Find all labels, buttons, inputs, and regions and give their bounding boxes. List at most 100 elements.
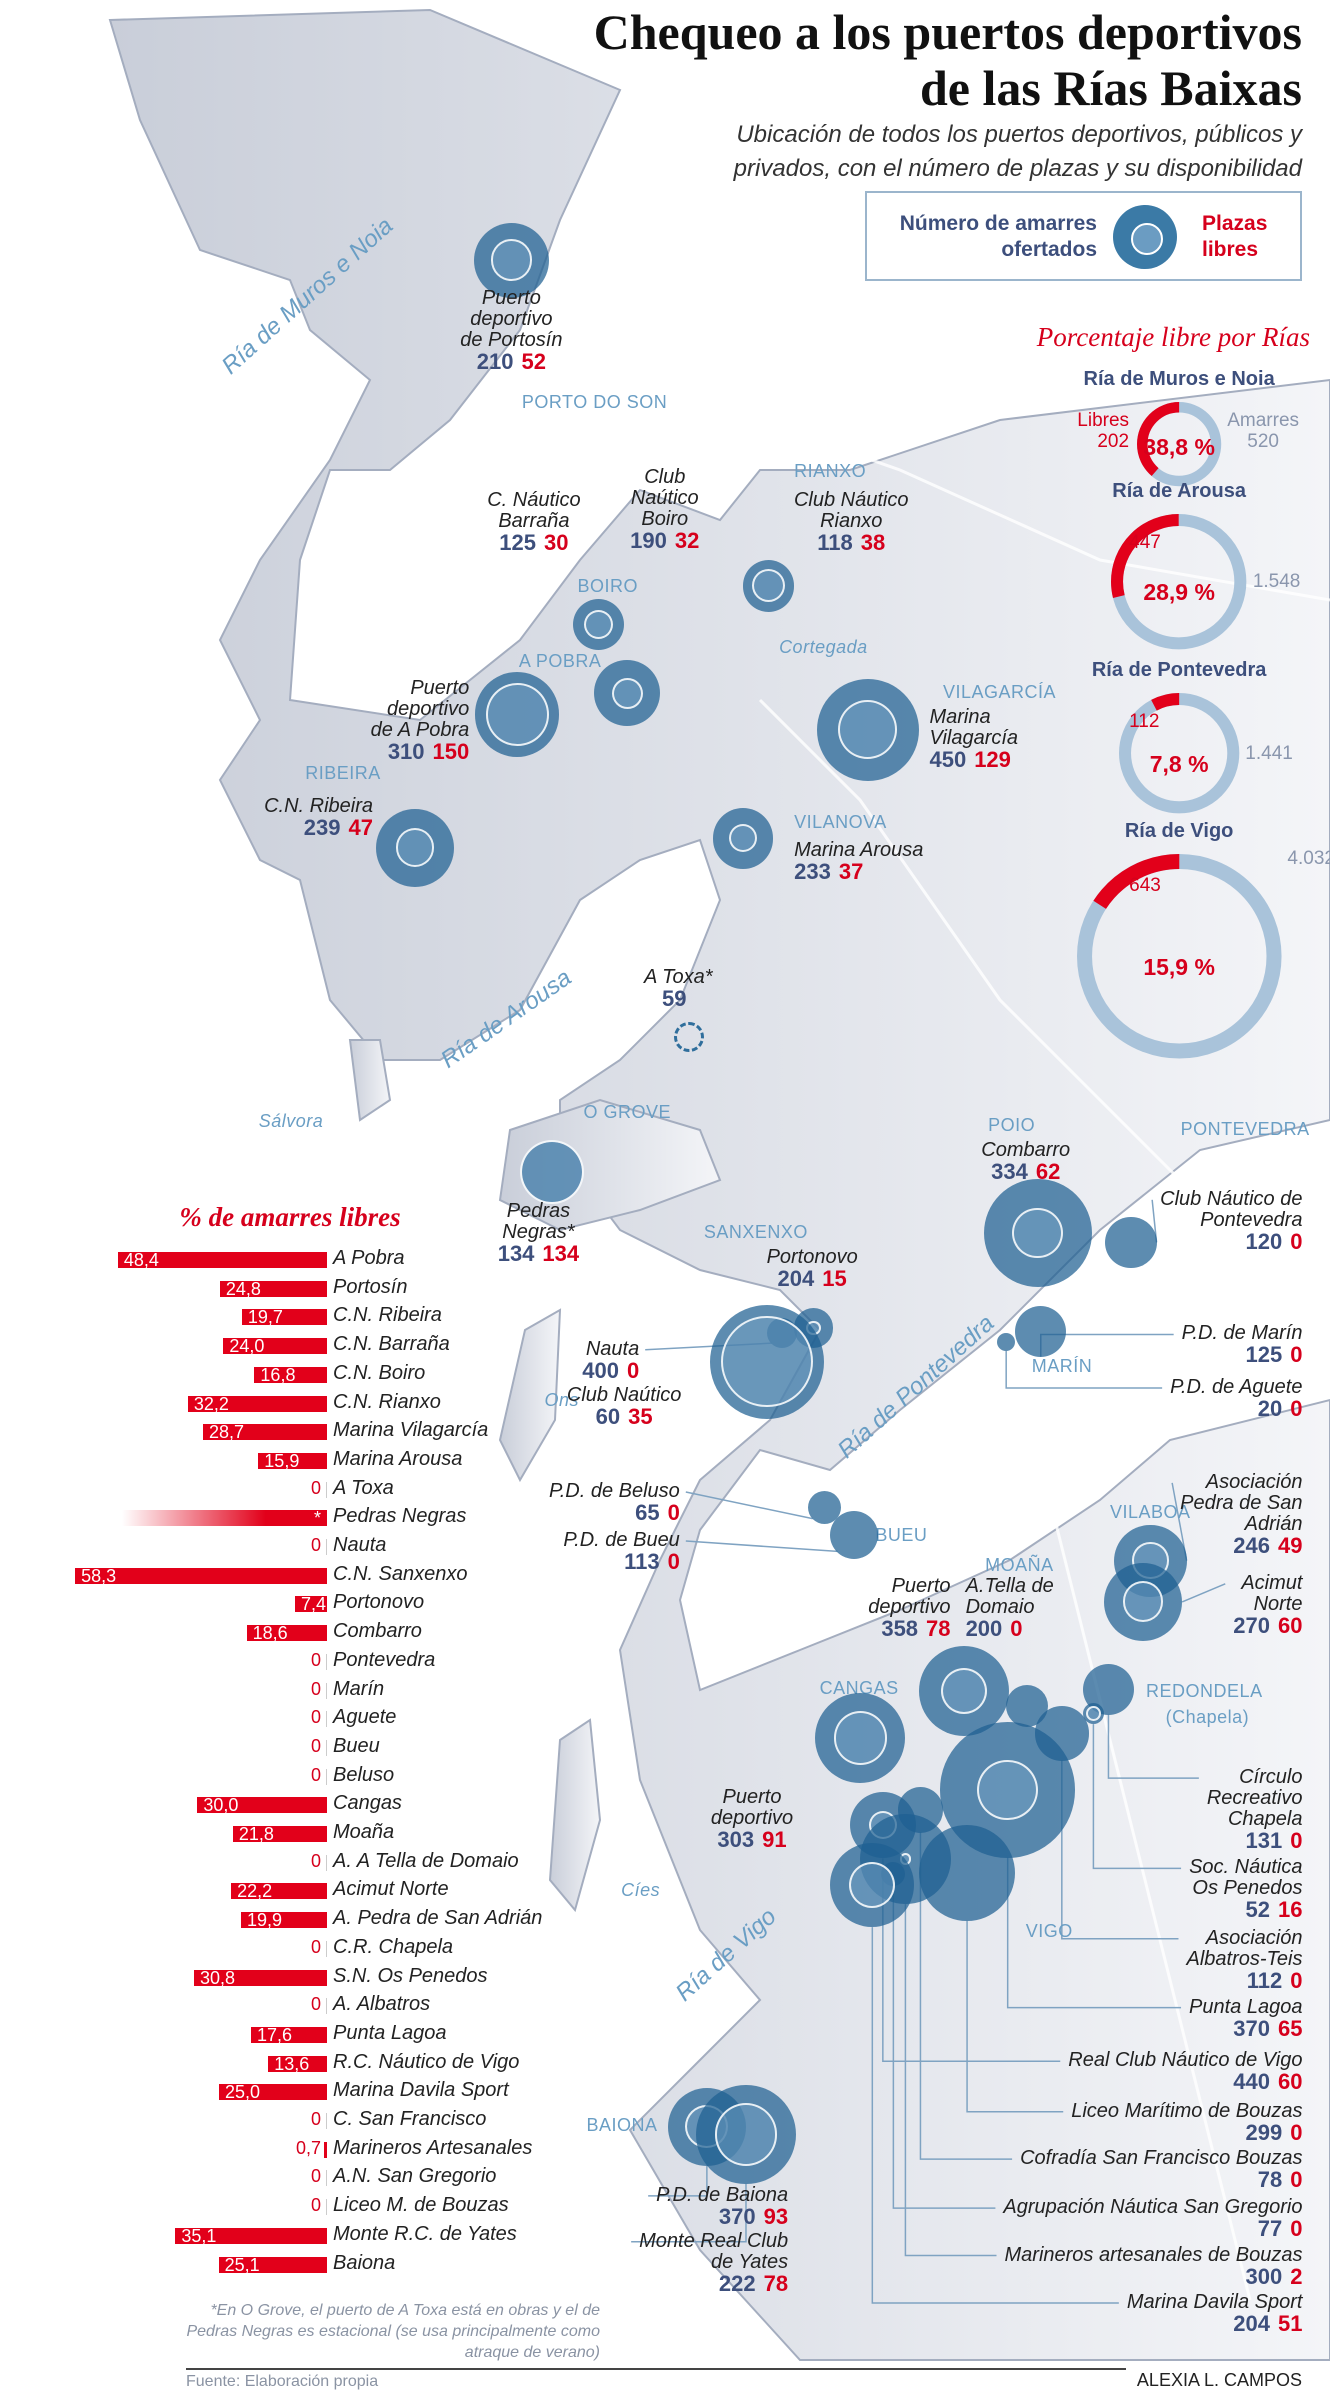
bar-category-label: R.C. Náutico de Vigo bbox=[333, 2050, 520, 2073]
bar: 28,7 bbox=[203, 1422, 327, 1442]
port-numbers: 246 49 bbox=[1180, 1532, 1303, 1558]
port-label: P.D. de Aguete 20 0 bbox=[1170, 1377, 1302, 1420]
port-total: 113 bbox=[624, 1549, 660, 1574]
bar-baseline-tick bbox=[326, 1653, 327, 1670]
legend-free-title: Libres bbox=[1077, 409, 1130, 431]
port-free: 49 bbox=[1277, 1532, 1303, 1558]
port-free: 78 bbox=[926, 1615, 951, 1641]
bar-category-label: S.N. Os Penedos bbox=[333, 1964, 488, 1987]
bar: 30,8 bbox=[193, 1968, 327, 1988]
bar-row: 0 A Toxa bbox=[0, 1477, 600, 1500]
free-spots-circle bbox=[714, 2102, 778, 2166]
port-label: Asociación Albatros-Teis 112 0 bbox=[1186, 1927, 1302, 1992]
port-free: 32 bbox=[674, 527, 700, 553]
port-numbers: 59 bbox=[528, 985, 828, 1011]
port-free: 0 bbox=[1290, 2216, 1303, 2242]
bar-value: 15,9 bbox=[264, 1450, 300, 1471]
port-total: 310 bbox=[387, 738, 425, 764]
bar-row: 0 A. Albatros bbox=[0, 1993, 600, 2016]
port-numbers: 204 51 bbox=[1127, 2312, 1302, 2335]
place-label: SANXENXO bbox=[703, 1221, 808, 1242]
bar-category-label: Portonovo bbox=[333, 1591, 425, 1614]
bar-row: 19,9 A. Pedra de San Adrián bbox=[0, 1907, 600, 1931]
bar-category-label: C.N. Barraña bbox=[333, 1333, 450, 1356]
port-free: 52 bbox=[521, 348, 546, 374]
bar: 25,1 bbox=[218, 2255, 327, 2275]
port-free: 47 bbox=[348, 814, 373, 840]
bar-baseline-tick bbox=[326, 1854, 327, 1871]
donut-total-value: 1.548 bbox=[1252, 571, 1301, 593]
bar-category-label: A. Albatros bbox=[333, 1993, 431, 2016]
bar-value: 19,9 bbox=[247, 1910, 283, 1931]
donut-free-value: 447 bbox=[1129, 531, 1161, 553]
callout-line bbox=[631, 2183, 747, 2243]
port-label: Monte Real Club de Yates 222 78 bbox=[639, 2230, 788, 2295]
bar-value: 0 bbox=[310, 1735, 321, 1756]
port-label: Club Náutico Rianxo 118 38 bbox=[701, 488, 1001, 554]
callout-line bbox=[871, 1927, 1119, 2304]
place-label: Ons bbox=[544, 1389, 579, 1410]
bar-value: 17,6 bbox=[256, 2024, 292, 2045]
donut-percent: 28,9 % bbox=[1143, 579, 1215, 606]
bar-baseline-tick bbox=[326, 2170, 327, 2187]
port-circle bbox=[1015, 1305, 1067, 1357]
bar-row: 0 A. A Tella de Domaio bbox=[0, 1850, 600, 1873]
free-spots-circle bbox=[940, 1667, 988, 1714]
port-label: Punta Lagoa 370 65 bbox=[1189, 1996, 1302, 2040]
port-name: Cofradía San Francisco Bouzas bbox=[1020, 2147, 1303, 2170]
port-name: Real Club Náutico de Vigo bbox=[1068, 2049, 1303, 2072]
port-total: 300 bbox=[1245, 2263, 1283, 2289]
donut-total-value: 1.441 bbox=[1245, 742, 1293, 764]
port-name: P.D. de Bueu bbox=[563, 1529, 680, 1551]
legend-inner-circle-icon bbox=[1131, 223, 1163, 255]
port-free: 37 bbox=[838, 858, 864, 884]
callout-line bbox=[648, 2165, 708, 2197]
port-label: Combarro 334 62 bbox=[876, 1139, 1176, 1183]
donut-free-value: 643 bbox=[1129, 875, 1161, 897]
bar-category-label: C.N. Sanxenxo bbox=[333, 1562, 468, 1585]
place-label: PONTEVEDRA bbox=[1180, 1119, 1310, 1140]
port-numbers: 77 0 bbox=[1003, 2216, 1303, 2242]
port-total: 59 bbox=[662, 985, 687, 1011]
place-label: VILABOA bbox=[1109, 1501, 1191, 1522]
donut-title: Ría de Arousa bbox=[1112, 479, 1246, 502]
port-total: 190 bbox=[630, 527, 667, 553]
port-total: 125 bbox=[1245, 1342, 1283, 1368]
port-label: Acimut Norte 270 60 bbox=[1233, 1571, 1303, 1637]
bar-category-label: Punta Lagoa bbox=[333, 2021, 447, 2044]
bar: 19,7 bbox=[241, 1307, 327, 1327]
bar-row: 25,0 Marina Davila Sport bbox=[0, 2079, 600, 2102]
port-total: 52 bbox=[1245, 1897, 1270, 1923]
port-name: A Toxa* bbox=[644, 965, 713, 988]
port-circle bbox=[594, 660, 661, 727]
port-circle bbox=[712, 808, 774, 869]
port-total: 299 bbox=[1245, 2119, 1283, 2145]
port-name: Acimut Norte bbox=[1241, 1571, 1303, 1615]
port-label: P.D. de Beluso 65 0 bbox=[549, 1481, 680, 1524]
bar: 13,6 bbox=[268, 2054, 327, 2074]
port-name: Pedras Negras* bbox=[502, 1200, 575, 1244]
bar-category-label: Beluso bbox=[333, 1763, 395, 1786]
port-name: Nauta bbox=[585, 1337, 640, 1360]
bar-category-label: Portosín bbox=[333, 1275, 408, 1298]
port-free: 0 bbox=[1290, 1828, 1303, 1854]
port-numbers: 120 0 bbox=[1160, 1230, 1303, 1253]
bar-seasonal: * bbox=[122, 1508, 327, 1528]
port-label: Club Náutico de Pontevedra 120 0 bbox=[1160, 1188, 1303, 1253]
port-total: 233 bbox=[794, 858, 831, 884]
bar-baseline-tick bbox=[326, 1682, 327, 1699]
callout-line bbox=[685, 1491, 813, 1520]
port-free: 15 bbox=[822, 1265, 847, 1291]
bar: 17,6 bbox=[250, 2024, 327, 2045]
bar-value: 7,4 bbox=[301, 1594, 327, 1615]
port-total: 78 bbox=[1257, 2167, 1283, 2193]
free-spots-circle bbox=[584, 609, 614, 639]
port-label: Agrupación Náutica San Gregorio 77 0 bbox=[1003, 2197, 1302, 2240]
bar-value: 0 bbox=[310, 1678, 321, 1699]
bar-value: 0,7 bbox=[295, 2137, 321, 2158]
free-spots-circle bbox=[490, 239, 533, 281]
bar-category-label: Acimut Norte bbox=[333, 1878, 449, 1901]
port-label: Puerto deportivo 358 78 bbox=[868, 1575, 951, 1641]
bar-baseline-tick bbox=[326, 1940, 327, 1957]
port-name: Club Náutico Rianxo bbox=[793, 488, 909, 532]
